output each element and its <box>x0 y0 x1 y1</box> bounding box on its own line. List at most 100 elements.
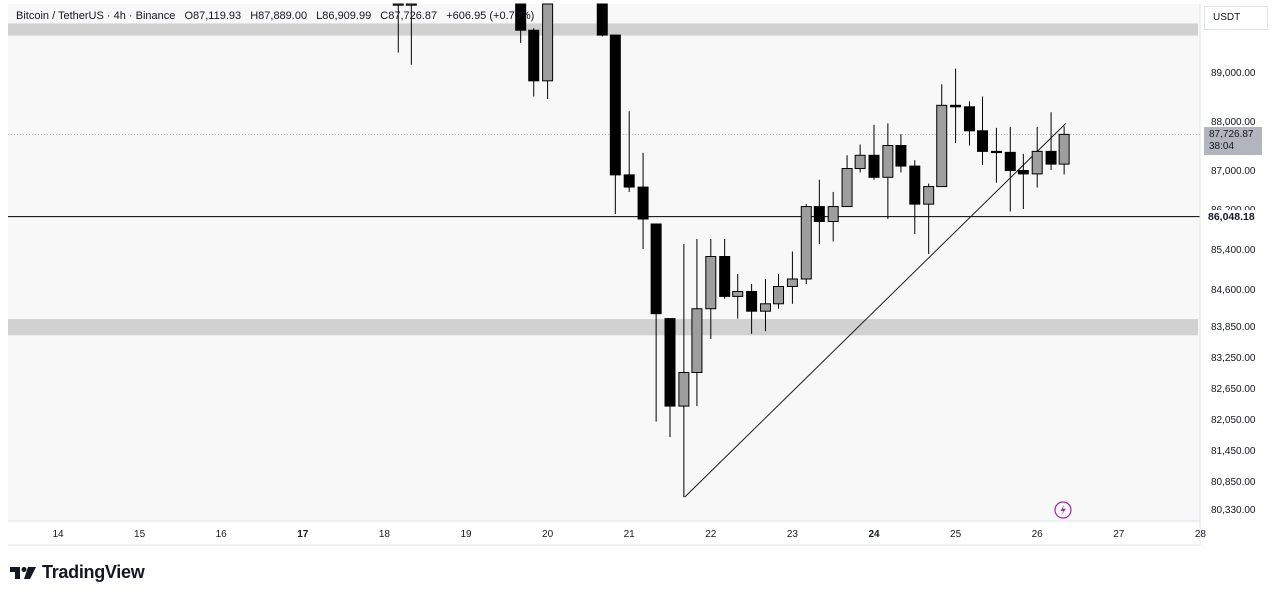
symbol-info-line: Bitcoin / TetherUS · 4h · Binance O87,11… <box>16 10 540 22</box>
tradingview-logo-icon <box>10 566 36 579</box>
candle <box>950 68 962 144</box>
candle-body <box>637 186 649 220</box>
y-tick-label: 82,050.00 <box>1211 415 1256 426</box>
bar-countdown: 38:04 <box>1209 141 1235 152</box>
candle-body <box>392 3 404 6</box>
y-tick-label: 89,000.00 <box>1211 68 1256 79</box>
tradingview-wordmark: TradingView <box>42 562 145 582</box>
candle-body <box>827 206 839 222</box>
current-price: 87,726.87 <box>1209 129 1254 140</box>
horizontal-line-price-tag: 86,048.18 <box>1204 210 1262 225</box>
tradingview-logo[interactable]: TradingView <box>10 562 145 583</box>
candle-body <box>813 206 825 222</box>
candle <box>596 3 608 37</box>
x-tick-label: 17 <box>297 529 309 540</box>
candle-body <box>786 278 798 287</box>
candle <box>515 3 527 43</box>
x-axis-ticks[interactable]: 14 15 16 17 18 19 20 21 22 23 24 25 26 27 28 <box>52 529 1206 540</box>
candle <box>650 223 662 422</box>
x-tick-label: 22 <box>705 529 717 540</box>
candle <box>732 274 744 319</box>
y-tick-label: 80,850.00 <box>1211 477 1256 488</box>
candle-body <box>623 174 635 188</box>
candle <box>1004 126 1016 212</box>
candle <box>691 239 703 407</box>
candle-body <box>950 104 962 108</box>
x-tick-label: 25 <box>950 529 962 540</box>
candle <box>882 123 894 219</box>
candle <box>664 318 676 438</box>
candle-body <box>1058 133 1070 165</box>
candle <box>1045 112 1057 170</box>
y-tick-label: 84,600.00 <box>1211 285 1256 296</box>
candle <box>392 3 404 53</box>
candle-body <box>705 256 717 310</box>
candle-body <box>596 3 608 36</box>
ohlc-low: L86,909.99 <box>316 10 372 22</box>
candle <box>637 152 649 249</box>
candle <box>405 3 417 65</box>
candle <box>623 111 635 192</box>
plot-area[interactable] <box>8 4 1200 521</box>
x-tick-label: 23 <box>787 529 799 540</box>
candle <box>827 191 839 242</box>
x-tick-label: 27 <box>1113 529 1125 540</box>
currency-label[interactable]: USDT <box>1204 6 1268 30</box>
candle <box>1031 126 1043 188</box>
candle <box>609 34 621 214</box>
y-tick-label: 88,000.00 <box>1211 117 1256 128</box>
candle <box>841 155 853 208</box>
candle <box>746 284 758 334</box>
candle <box>977 96 989 166</box>
candle <box>990 127 1002 183</box>
candle-body <box>909 165 921 205</box>
x-tick-label: 18 <box>379 529 391 540</box>
candle-body <box>977 130 989 152</box>
ohlc-open: O87,119.93 <box>184 10 242 22</box>
candle <box>963 101 975 146</box>
candle-body <box>678 372 690 407</box>
y-tick-label: 87,000.00 <box>1211 166 1256 177</box>
y-tick-label: 83,250.00 <box>1211 353 1256 364</box>
candle-body <box>1004 151 1016 171</box>
candle-body <box>854 154 866 170</box>
candle <box>705 239 717 339</box>
candle <box>936 84 948 188</box>
candle <box>759 279 771 332</box>
x-tick-label: 20 <box>542 529 554 540</box>
x-tick-label: 15 <box>134 529 146 540</box>
candle <box>678 244 690 498</box>
y-tick-label: 82,650.00 <box>1211 384 1256 395</box>
symbol-title[interactable]: Bitcoin / TetherUS · 4h · Binance <box>16 10 176 22</box>
y-tick-label: 85,400.00 <box>1211 245 1256 256</box>
x-tick-label: 21 <box>624 529 636 540</box>
candle-body <box>664 318 676 407</box>
candle <box>786 251 798 304</box>
lightning-icon[interactable] <box>1054 501 1072 519</box>
current-price-tag: 87,726.87 38:04 <box>1204 127 1262 155</box>
candle-body <box>1031 150 1043 175</box>
candle-body <box>868 154 880 178</box>
candles-layer <box>392 3 1070 498</box>
candle-body <box>963 106 975 132</box>
candle-body <box>895 145 907 167</box>
ohlc-change: +606.95 (+0.70%) <box>446 10 535 22</box>
candle-body <box>1017 169 1029 175</box>
y-tick-label: 80,330.00 <box>1211 505 1256 516</box>
candle <box>542 3 554 99</box>
candle-body <box>732 290 744 297</box>
x-tick-label: 16 <box>216 529 228 540</box>
candle-body <box>841 168 853 208</box>
candle <box>1017 153 1029 209</box>
candle-body <box>528 29 540 82</box>
candle-body <box>719 256 731 297</box>
candle <box>773 274 785 309</box>
candle <box>800 204 812 284</box>
candle-body <box>882 145 894 178</box>
x-tick-label: 19 <box>460 529 472 540</box>
y-axis-ticks[interactable]: 89,000.0088,000.0087,000.0086,200.0085,4… <box>1211 68 1256 516</box>
candle <box>895 134 907 173</box>
ohlc-close: C87,726.87 <box>380 10 438 22</box>
